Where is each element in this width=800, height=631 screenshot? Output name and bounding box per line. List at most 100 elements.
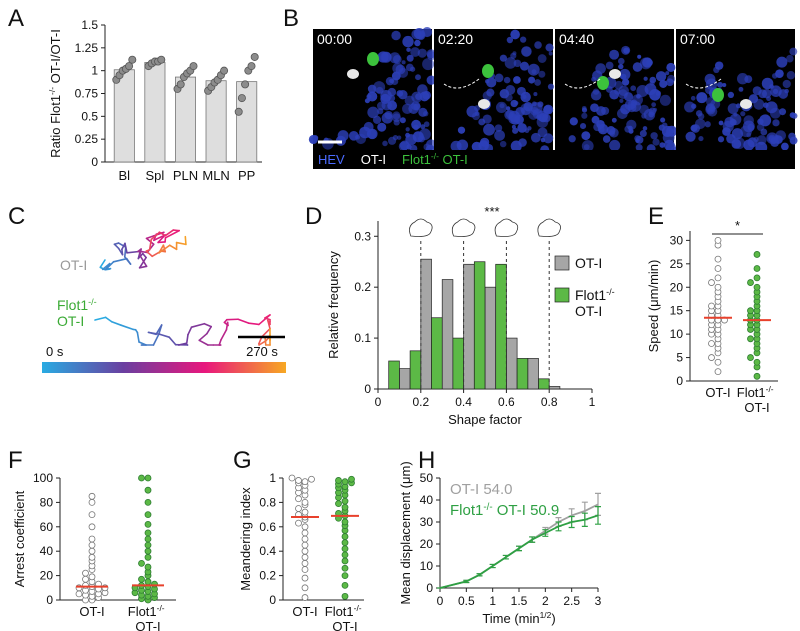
bar bbox=[236, 81, 258, 163]
y-tick-label: 80 bbox=[40, 495, 54, 509]
y-axis-label: Relative frequency bbox=[326, 251, 341, 359]
image-texture bbox=[417, 48, 427, 58]
data-point bbox=[144, 541, 152, 549]
track-segment bbox=[155, 324, 163, 336]
legend-label: OT-I bbox=[361, 152, 386, 167]
image-texture bbox=[537, 101, 544, 108]
image-texture bbox=[413, 124, 419, 131]
image-texture bbox=[486, 88, 495, 97]
image-texture bbox=[618, 63, 624, 70]
image-texture bbox=[510, 29, 520, 40]
bar bbox=[144, 62, 166, 163]
shape-icon bbox=[537, 218, 561, 237]
data-point bbox=[348, 475, 355, 483]
x-tick-label: 0.2 bbox=[412, 395, 429, 409]
image-texture bbox=[714, 61, 724, 70]
y-tick-label: 1 bbox=[269, 471, 276, 485]
y-tick-label: 0 bbox=[91, 155, 98, 169]
image-texture bbox=[655, 71, 667, 82]
image-texture bbox=[639, 130, 647, 138]
data-point bbox=[301, 508, 309, 516]
x-tick-label: OT-I bbox=[705, 385, 730, 400]
image-texture bbox=[391, 30, 401, 41]
image-texture bbox=[691, 103, 697, 109]
data-point bbox=[88, 535, 96, 543]
image-texture bbox=[517, 123, 527, 133]
y-tick-label: 0.4 bbox=[259, 544, 276, 558]
data-point bbox=[295, 495, 302, 503]
data-point bbox=[341, 572, 349, 579]
image-texture bbox=[772, 88, 779, 95]
image-texture bbox=[531, 101, 537, 107]
track-segment bbox=[187, 326, 193, 336]
track-segment bbox=[141, 250, 149, 254]
image-texture bbox=[355, 133, 367, 145]
error-bar bbox=[516, 545, 522, 552]
data-point bbox=[157, 55, 166, 64]
image-texture bbox=[366, 94, 372, 100]
image-texture bbox=[786, 54, 794, 63]
histogram-bar bbox=[538, 378, 550, 390]
data-point bbox=[714, 265, 722, 272]
data-point bbox=[747, 335, 754, 343]
image-texture bbox=[606, 126, 616, 135]
image-texture bbox=[391, 71, 401, 81]
data-point bbox=[301, 523, 309, 531]
timestamp: 07:00 bbox=[680, 31, 715, 47]
y-axis-label: Ratio Flot1-/- OT-I/OT-I bbox=[47, 29, 63, 158]
data-point bbox=[714, 255, 722, 263]
data-point bbox=[708, 354, 715, 361]
image-texture bbox=[623, 47, 630, 54]
image-texture bbox=[405, 63, 414, 72]
image-texture bbox=[637, 54, 642, 59]
data-point bbox=[247, 62, 256, 71]
data-point bbox=[341, 557, 349, 565]
image-texture bbox=[748, 94, 759, 104]
image-cell bbox=[597, 76, 609, 90]
image-texture bbox=[760, 128, 768, 136]
panel-letter: H bbox=[418, 447, 435, 474]
y-tick-label: 0 bbox=[46, 593, 53, 607]
image-texture bbox=[660, 117, 666, 123]
image-texture bbox=[398, 141, 409, 152]
track-segment bbox=[124, 242, 128, 254]
image-texture bbox=[426, 75, 436, 85]
legend-label: OT-I 54.0 bbox=[450, 481, 513, 498]
data-point bbox=[341, 503, 349, 511]
track-segment bbox=[157, 241, 166, 244]
image-texture bbox=[590, 90, 602, 101]
y-tick-label: 0.8 bbox=[259, 495, 276, 509]
y-tick-label: 0.2 bbox=[259, 569, 276, 583]
image-texture bbox=[696, 92, 708, 104]
panel-letter: B bbox=[283, 5, 299, 32]
image-texture bbox=[423, 121, 430, 128]
image-texture bbox=[389, 52, 401, 64]
track-segment bbox=[206, 325, 213, 335]
image-texture bbox=[547, 83, 555, 90]
track-segment bbox=[198, 339, 209, 346]
track-segment bbox=[145, 237, 155, 246]
track-segment bbox=[158, 231, 167, 237]
histogram-bar bbox=[399, 368, 411, 390]
histogram-bar bbox=[548, 386, 561, 390]
image-texture bbox=[499, 140, 507, 148]
image-texture bbox=[639, 104, 650, 115]
image-texture bbox=[503, 76, 511, 84]
timestamp: 04:40 bbox=[559, 31, 594, 47]
data-point bbox=[753, 358, 761, 366]
x-tick-label: 0.4 bbox=[455, 395, 472, 409]
image-texture bbox=[704, 121, 711, 128]
histogram-bar bbox=[431, 317, 443, 390]
image-texture bbox=[366, 129, 377, 139]
track-segment bbox=[258, 340, 267, 346]
data-point bbox=[241, 80, 250, 89]
track-segment bbox=[104, 260, 115, 271]
data-point bbox=[301, 560, 309, 567]
image-texture bbox=[618, 57, 625, 65]
image-texture bbox=[456, 142, 462, 148]
image-texture bbox=[717, 81, 723, 88]
y-axis-label: Meandering index bbox=[238, 487, 253, 591]
data-point bbox=[753, 265, 761, 272]
y-tick-label: 20 bbox=[670, 280, 684, 294]
image-texture bbox=[605, 61, 614, 70]
